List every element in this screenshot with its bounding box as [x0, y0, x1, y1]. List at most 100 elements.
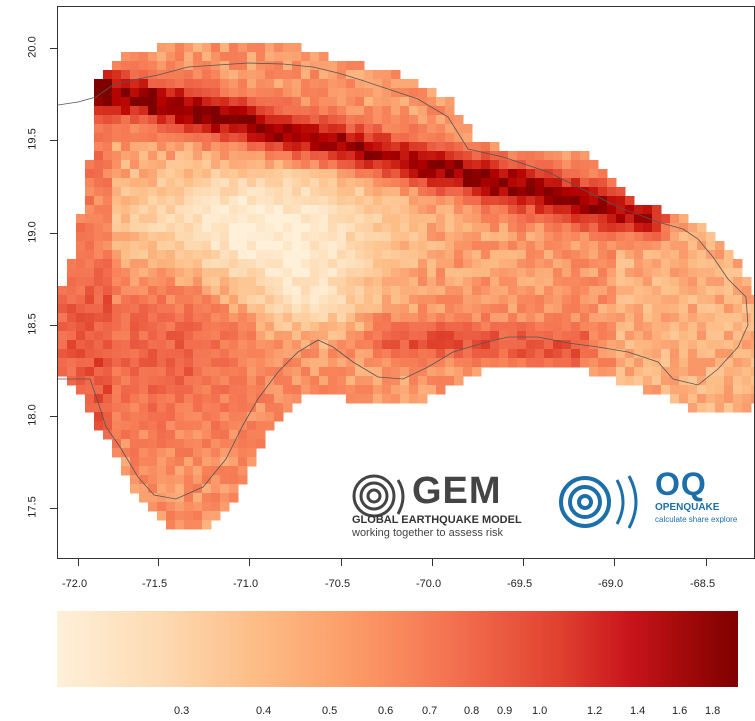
- hazard-cell: [715, 403, 725, 413]
- hazard-cell: [724, 286, 734, 296]
- hazard-cell: [373, 340, 383, 350]
- hazard-cell: [148, 439, 158, 449]
- hazard-cell: [130, 124, 140, 134]
- hazard-cell: [580, 151, 590, 161]
- hazard-cell: [400, 160, 410, 170]
- hazard-cell: [157, 457, 167, 467]
- hazard-cell: [562, 241, 572, 251]
- hazard-cell: [301, 223, 311, 233]
- hazard-cell: [202, 448, 212, 458]
- hazard-cell: [391, 331, 401, 341]
- hazard-cell: [175, 421, 185, 431]
- hazard-cell: [688, 268, 698, 278]
- hazard-cell: [427, 133, 437, 143]
- hazard-cell: [364, 88, 374, 98]
- y-tick-mark: [50, 325, 57, 326]
- hazard-cell: [157, 223, 167, 233]
- hazard-cell: [238, 394, 248, 404]
- hazard-cell: [481, 205, 491, 215]
- hazard-cell: [310, 313, 320, 323]
- hazard-cell: [643, 250, 653, 260]
- hazard-cell: [328, 196, 338, 206]
- hazard-cell: [454, 313, 464, 323]
- hazard-cell: [121, 97, 131, 107]
- hazard-cell: [229, 376, 239, 386]
- hazard-cell: [364, 385, 374, 395]
- hazard-cell: [211, 223, 221, 233]
- hazard-cell: [364, 187, 374, 197]
- hazard-cell: [355, 340, 365, 350]
- hazard-cell: [697, 367, 707, 377]
- hazard-cell: [346, 196, 356, 206]
- hazard-cell: [139, 250, 149, 260]
- hazard-cell: [400, 304, 410, 314]
- hazard-cell: [589, 160, 599, 170]
- hazard-cell: [157, 277, 167, 287]
- hazard-cell: [130, 142, 140, 152]
- hazard-cell: [355, 259, 365, 269]
- hazard-cell: [733, 358, 743, 368]
- x-tick-mark: [78, 559, 79, 566]
- hazard-cell: [346, 241, 356, 251]
- hazard-cell: [166, 466, 176, 476]
- hazard-cell: [346, 160, 356, 170]
- hazard-cell: [175, 205, 185, 215]
- hazard-cell: [526, 295, 536, 305]
- hazard-cell: [274, 304, 284, 314]
- hazard-cell: [139, 106, 149, 116]
- hazard-cell: [139, 421, 149, 431]
- hazard-cell: [319, 268, 329, 278]
- hazard-cell: [319, 241, 329, 251]
- hazard-cell: [319, 97, 329, 107]
- hazard-cell: [301, 295, 311, 305]
- hazard-cell: [526, 196, 536, 206]
- hazard-cell: [616, 232, 626, 242]
- hazard-cell: [256, 133, 266, 143]
- hazard-cell: [193, 448, 203, 458]
- hazard-cell: [337, 367, 347, 377]
- hazard-cell: [94, 259, 104, 269]
- hazard-cell: [283, 124, 293, 134]
- hazard-cell: [310, 241, 320, 251]
- hazard-cell: [355, 169, 365, 179]
- hazard-cell: [634, 232, 644, 242]
- color-scale-label: 1.0: [532, 705, 547, 717]
- hazard-cell: [346, 169, 356, 179]
- hazard-cell: [130, 115, 140, 125]
- hazard-cell: [220, 448, 230, 458]
- hazard-cell: [193, 142, 203, 152]
- hazard-cell: [274, 97, 284, 107]
- hazard-cell: [544, 322, 554, 332]
- hazard-cell: [319, 79, 329, 89]
- hazard-cell: [274, 196, 284, 206]
- hazard-cell: [148, 70, 158, 80]
- hazard-cell: [121, 439, 131, 449]
- hazard-cell: [598, 358, 608, 368]
- hazard-cell: [121, 358, 131, 368]
- hazard-cell: [193, 304, 203, 314]
- hazard-cell: [562, 313, 572, 323]
- hazard-cell: [310, 151, 320, 161]
- hazard-cell: [355, 133, 365, 143]
- hazard-cell: [202, 115, 212, 125]
- hazard-cell: [310, 322, 320, 332]
- hazard-cell: [283, 367, 293, 377]
- hazard-cell: [337, 277, 347, 287]
- hazard-cell: [229, 178, 239, 188]
- hazard-cell: [670, 277, 680, 287]
- hazard-cell: [229, 241, 239, 251]
- hazard-cell: [328, 79, 338, 89]
- hazard-cell: [724, 295, 734, 305]
- hazard-cell: [265, 214, 275, 224]
- x-tick-label: -69.5: [507, 578, 532, 590]
- hazard-cell: [355, 295, 365, 305]
- hazard-cell: [319, 124, 329, 134]
- hazard-cell: [661, 313, 671, 323]
- hazard-cell: [148, 484, 158, 494]
- hazard-cell: [256, 187, 266, 197]
- hazard-cell: [292, 142, 302, 152]
- hazard-cell: [220, 196, 230, 206]
- hazard-cell: [274, 385, 284, 395]
- hazard-cell: [391, 241, 401, 251]
- hazard-cell: [562, 160, 572, 170]
